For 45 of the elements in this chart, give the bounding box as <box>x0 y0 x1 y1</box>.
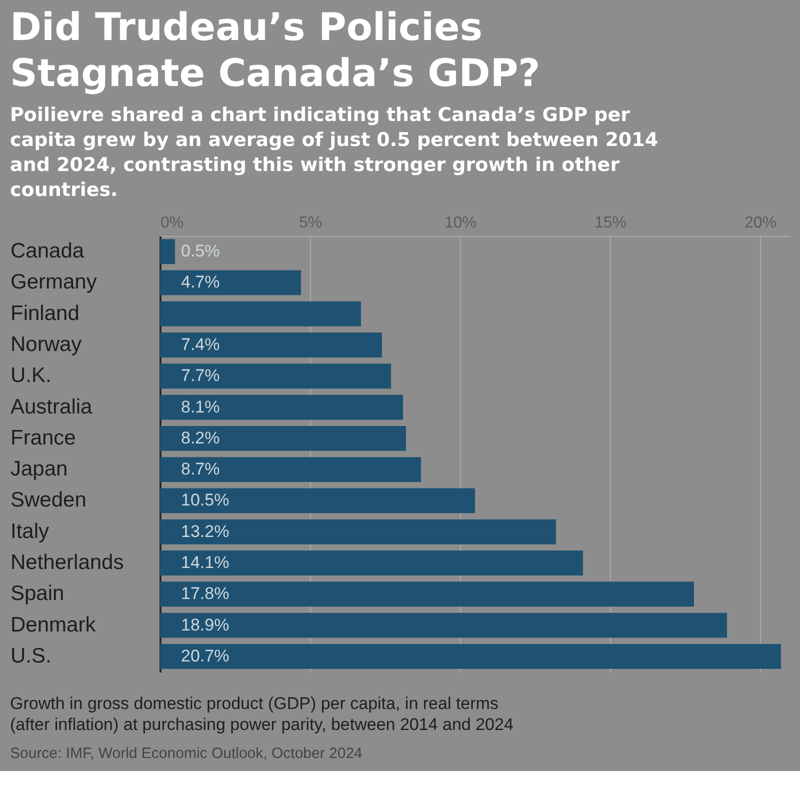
data-label: 18.9% <box>181 615 230 634</box>
bar <box>160 457 421 482</box>
data-label: 7.7% <box>181 366 220 386</box>
bar <box>160 270 301 296</box>
y-tick-label: Japan <box>10 458 68 481</box>
bar <box>160 550 583 576</box>
bar <box>160 332 382 358</box>
bar <box>160 488 475 514</box>
data-label: 10.5% <box>181 490 230 510</box>
y-tick-label: France <box>10 426 76 450</box>
bar <box>160 364 391 389</box>
y-tick-label: Spain <box>10 582 64 606</box>
data-label: 14.1% <box>181 553 230 572</box>
y-tick-label: Denmark <box>10 613 96 636</box>
chart-subtitle: Poilievre shared a chart indicating that Canada’s GDP per capita grew by an average of just 0.5 percent between 2014 and 2024, contrasting this with stronger growth in other countries. <box>10 104 658 201</box>
data-label: 13.2% <box>181 522 230 541</box>
data-label: 17.8% <box>181 584 230 604</box>
y-tick-label: Germany <box>10 270 98 294</box>
y-tick-label: Canada <box>10 240 84 263</box>
bar <box>160 239 175 264</box>
y-tick-label: Italy <box>10 520 50 543</box>
bar <box>160 301 361 326</box>
source-note: Source: IMF, World Economic Outlook, October 2024 <box>10 745 362 762</box>
data-label: 7.4% <box>181 335 220 354</box>
y-tick-label: U.S. <box>10 644 52 668</box>
y-tick-label: Finland <box>10 302 80 325</box>
data-label: 4.7% <box>181 272 220 292</box>
y-tick-label: U.K. <box>10 364 52 388</box>
data-label: 8.7% <box>181 460 220 479</box>
y-tick-label: Sweden <box>10 488 86 512</box>
data-label: 8.2% <box>181 428 220 448</box>
y-tick-label: Norway <box>10 333 82 356</box>
data-label: 8.1% <box>181 397 220 416</box>
bar <box>160 394 403 420</box>
bar <box>160 519 556 544</box>
text: Growth in gross domestic product (GDP) per capita, in real terms (after inflation) at purchasing power parity, between 2014 and 2024 <box>10 694 514 734</box>
y-tick-label: Australia <box>10 395 93 418</box>
bar <box>160 426 406 451</box>
bar <box>160 644 781 669</box>
y-tick-label: Netherlands <box>10 551 124 574</box>
data-label: 20.7% <box>181 646 230 666</box>
bar <box>160 612 727 638</box>
bar <box>160 582 694 607</box>
chart-title: Did Trudeau’s Policies Stagnate Canada’s GDP? <box>10 5 540 95</box>
data-label: 0.5% <box>181 242 220 261</box>
